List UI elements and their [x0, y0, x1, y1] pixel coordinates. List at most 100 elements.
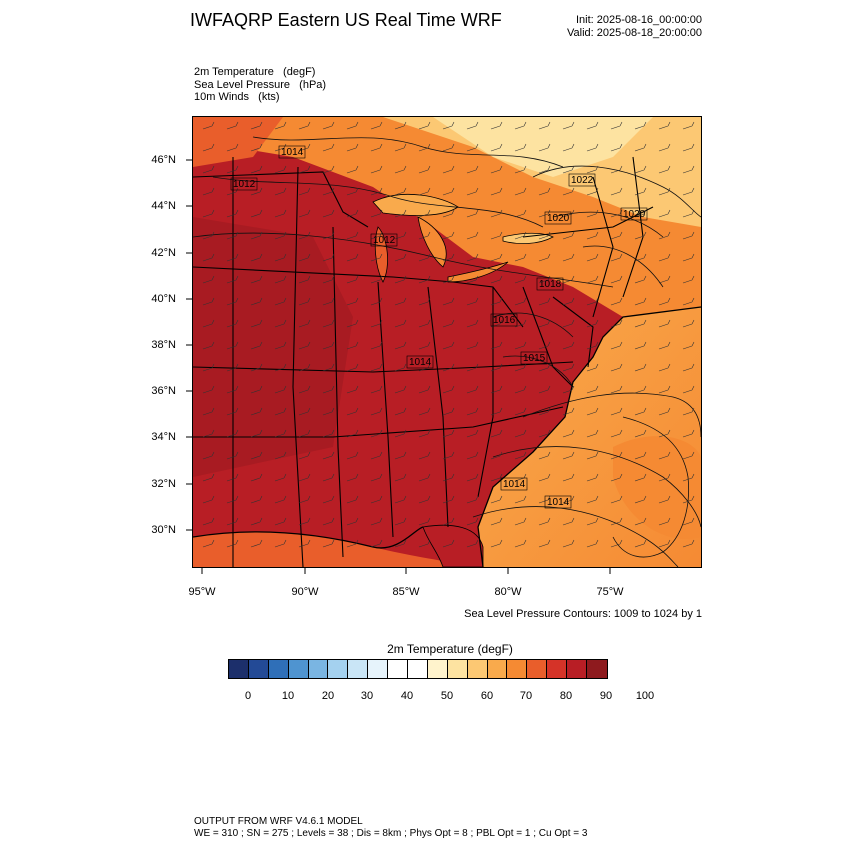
wind-barb — [658, 539, 671, 548]
wind-barb — [250, 231, 263, 240]
wind-barb — [226, 143, 239, 152]
wind-barb — [394, 539, 407, 548]
wind-barb — [610, 143, 623, 152]
wind-barb — [658, 495, 671, 504]
wind-barb — [226, 407, 239, 416]
wind-barb — [466, 297, 479, 306]
wind-barb — [370, 319, 383, 328]
wind-barb — [562, 187, 575, 196]
wind-barb — [682, 165, 695, 174]
wind-barb — [658, 231, 671, 240]
wind-barb — [442, 297, 455, 306]
wind-barb — [226, 539, 239, 548]
wind-barb — [202, 385, 215, 394]
wind-barb — [658, 165, 671, 174]
colorbar-label: 70 — [519, 690, 533, 702]
wind-barb — [370, 297, 383, 306]
wind-barb — [682, 143, 695, 152]
wind-barb — [298, 495, 311, 504]
wind-barb — [490, 231, 503, 240]
wind-barb — [442, 363, 455, 372]
wind-barb — [322, 319, 335, 328]
slp-label: 1020 — [623, 209, 646, 220]
wind-barb — [634, 143, 647, 152]
wind-barb — [490, 429, 503, 438]
wind-barb — [394, 209, 407, 218]
wind-barb — [274, 253, 287, 262]
wind-barb — [658, 341, 671, 350]
wind-barb — [418, 539, 431, 548]
wind-barb — [514, 231, 527, 240]
wind-barb — [634, 495, 647, 504]
wind-barb — [274, 319, 287, 328]
wind-barb — [250, 407, 263, 416]
wind-barb — [562, 407, 575, 416]
wind-barb — [586, 429, 599, 438]
wind-barb — [322, 143, 335, 152]
wind-barb — [514, 539, 527, 548]
wind-barb — [298, 341, 311, 350]
wind-barb — [586, 187, 599, 196]
wind-barb — [610, 539, 623, 548]
wind-barb — [202, 451, 215, 460]
wind-barb — [322, 363, 335, 372]
wind-barb — [442, 187, 455, 196]
wind-barb — [634, 539, 647, 548]
wind-barb — [442, 253, 455, 262]
wind-barb — [418, 231, 431, 240]
wind-barb — [610, 275, 623, 284]
lon-label-85: 85°W — [392, 586, 420, 598]
wind-barb — [586, 517, 599, 526]
wind-barb — [370, 275, 383, 284]
wind-barb — [610, 451, 623, 460]
slp-label: 1012 — [233, 179, 256, 190]
wind-barb — [250, 495, 263, 504]
wind-barb — [394, 165, 407, 174]
wind-barb — [538, 319, 551, 328]
wind-barb — [298, 253, 311, 262]
variable-pressure: Sea Level Pressure (hPa) — [194, 78, 327, 91]
colorbar-swatch — [447, 660, 468, 678]
wind-barb — [682, 451, 695, 460]
wind-barb — [394, 385, 407, 394]
wind-barb — [202, 231, 215, 240]
wind-barb — [514, 275, 527, 284]
wind-barb — [682, 363, 695, 372]
wind-barb — [394, 429, 407, 438]
colorbar-label: 50 — [440, 690, 454, 702]
wind-barb — [346, 407, 359, 416]
wind-barb — [202, 187, 215, 196]
colorbar — [228, 659, 608, 679]
colorbar-swatch — [348, 660, 369, 678]
wind-barb — [490, 187, 503, 196]
wind-barb — [490, 253, 503, 262]
wind-barb — [250, 253, 263, 262]
wind-barb — [418, 253, 431, 262]
variable-winds: 10m Winds (kts) — [194, 91, 280, 103]
wind-barb — [490, 297, 503, 306]
wind-barb — [562, 341, 575, 350]
wind-barb — [634, 275, 647, 284]
wind-barb — [562, 231, 575, 240]
slp-label: 1012 — [373, 235, 396, 246]
wind-barb — [538, 473, 551, 482]
wind-barb — [346, 363, 359, 372]
wind-barb — [298, 385, 311, 394]
wind-barb — [418, 385, 431, 394]
wind-barb — [514, 121, 527, 130]
slp-label: 1014 — [409, 357, 432, 368]
wind-barb — [586, 473, 599, 482]
lake-huron — [417, 216, 447, 268]
wind-barb — [274, 121, 287, 130]
wind-barb — [682, 275, 695, 284]
wind-barb — [418, 495, 431, 504]
wind-barb — [586, 407, 599, 416]
lat-label-44: 44°N — [151, 200, 176, 212]
wind-barb — [466, 517, 479, 526]
wind-barb — [682, 297, 695, 306]
wind-barb — [562, 363, 575, 372]
wind-barb — [250, 473, 263, 482]
colorbar-swatch — [268, 660, 289, 678]
wind-barb — [202, 165, 215, 174]
colorbar-swatch — [427, 660, 448, 678]
